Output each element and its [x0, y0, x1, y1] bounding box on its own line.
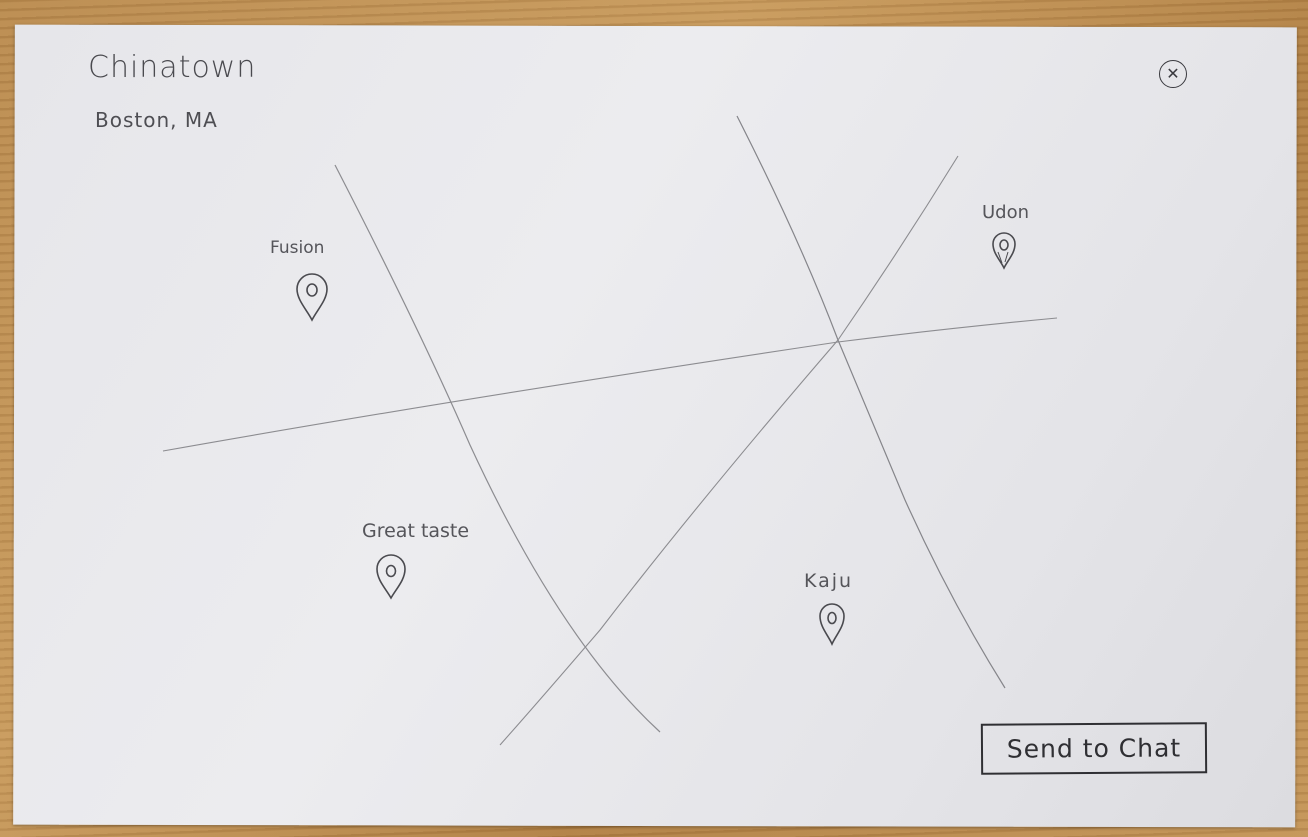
marker-label: Kaju — [804, 570, 854, 592]
marker-label: Great taste — [362, 520, 470, 542]
map-pin-icon — [296, 273, 328, 322]
map-pin-icon — [992, 232, 1016, 270]
street-line — [162, 317, 1058, 452]
map-pin-icon — [819, 603, 845, 646]
send-to-chat-button[interactable]: Send to Chat — [980, 722, 1208, 775]
street-line — [499, 155, 959, 746]
close-icon: ✕ — [1166, 64, 1180, 83]
send-to-chat-label: Send to Chat — [1006, 733, 1182, 764]
close-button[interactable]: ✕ — [1159, 60, 1187, 88]
location-subtitle: Boston, MA — [95, 108, 218, 132]
map-pin-icon — [376, 554, 406, 600]
location-title: Chinatown — [88, 50, 257, 85]
marker-label: Fusion — [270, 238, 325, 258]
marker-label: Udon — [982, 202, 1030, 223]
street-line — [334, 164, 661, 733]
street-line — [736, 115, 1006, 689]
